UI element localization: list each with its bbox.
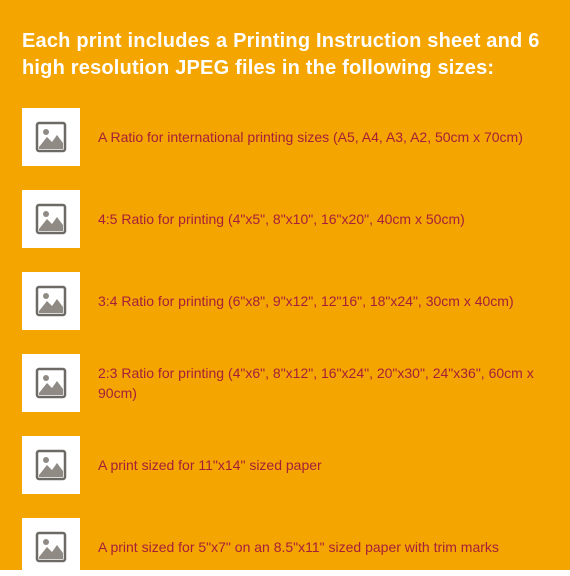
image-placeholder-icon [22, 436, 80, 494]
image-placeholder-icon [22, 272, 80, 330]
page: Each print includes a Printing Instructi… [0, 0, 570, 570]
list-item-label: 4:5 Ratio for printing (4"x5", 8"x10", 1… [98, 209, 471, 229]
list-item: 4:5 Ratio for printing (4"x5", 8"x10", 1… [22, 190, 548, 248]
list-item: 2:3 Ratio for printing (4"x6", 8"x12", 1… [22, 354, 548, 412]
list-item-label: 3:4 Ratio for printing (6"x8", 9"x12", 1… [98, 291, 520, 311]
list-item-label: 2:3 Ratio for printing (4"x6", 8"x12", 1… [98, 363, 548, 404]
page-heading: Each print includes a Printing Instructi… [22, 28, 548, 82]
image-placeholder-icon [22, 518, 80, 576]
image-placeholder-icon [22, 190, 80, 248]
list-item-label: A Ratio for international printing sizes… [98, 127, 529, 147]
list-item-label: A print sized for 5"x7" on an 8.5"x11" s… [98, 537, 505, 557]
list-item: 3:4 Ratio for printing (6"x8", 9"x12", 1… [22, 272, 548, 330]
image-placeholder-icon [22, 108, 80, 166]
items-list: A Ratio for international printing sizes… [22, 108, 548, 576]
list-item: A Ratio for international printing sizes… [22, 108, 548, 166]
list-item: A print sized for 5"x7" on an 8.5"x11" s… [22, 518, 548, 576]
list-item-label: A print sized for 11"x14" sized paper [98, 455, 328, 475]
list-item: A print sized for 11"x14" sized paper [22, 436, 548, 494]
image-placeholder-icon [22, 354, 80, 412]
